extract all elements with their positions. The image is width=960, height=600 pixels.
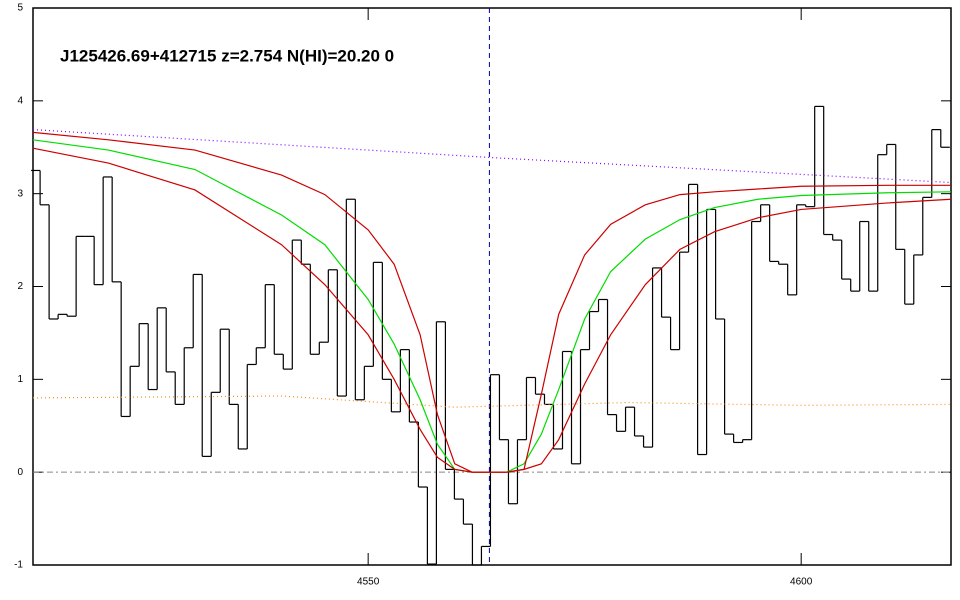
y-tick-label: 5 xyxy=(17,3,23,14)
dotted-curve xyxy=(32,395,952,408)
y-tick-label: -1 xyxy=(14,560,23,571)
y-tick-label: 4 xyxy=(17,95,23,106)
model-curve xyxy=(32,139,952,473)
flux-step-riser xyxy=(39,106,942,565)
model-curve xyxy=(32,147,952,473)
x-tick-label: 4550 xyxy=(357,577,380,588)
chart-title: J125426.69+412715 z=2.754 N(HI)=20.20 0 xyxy=(60,46,394,65)
plot-frame xyxy=(32,7,952,566)
x-tick-label: 4600 xyxy=(790,577,813,588)
y-tick-label: 2 xyxy=(17,281,23,292)
dotted-curve xyxy=(32,129,952,184)
y-tick-label: 0 xyxy=(17,467,23,478)
y-tick-label: 1 xyxy=(17,374,23,385)
model-curve xyxy=(32,131,951,473)
y-tick-label: 3 xyxy=(17,188,23,199)
